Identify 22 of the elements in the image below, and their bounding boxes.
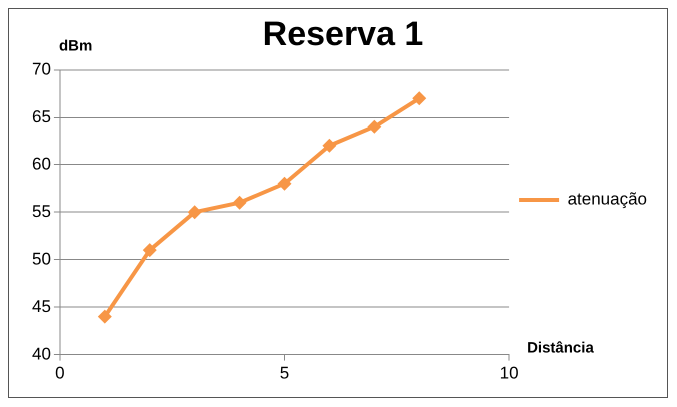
x-tick-label: 0 <box>55 363 65 382</box>
x-tick-label: 5 <box>280 363 290 382</box>
y-tick-label: 40 <box>32 344 51 364</box>
point <box>322 138 336 153</box>
x-tick-label: 10 <box>500 363 519 382</box>
x-axis-title: Distância <box>527 340 594 357</box>
y-tick-label: 60 <box>32 154 51 174</box>
point <box>142 243 157 258</box>
point <box>412 91 426 106</box>
point <box>98 310 112 324</box>
point <box>278 176 292 191</box>
y-tick-label: 45 <box>32 296 51 316</box>
legend-label: atenuação <box>568 190 647 209</box>
point <box>367 120 382 134</box>
y-tick-label: 65 <box>32 106 51 126</box>
point <box>232 196 247 210</box>
y-tick-label: 55 <box>32 202 51 221</box>
y-tick-label: 70 <box>32 59 51 78</box>
chart-title: Reserva 1 <box>262 14 424 53</box>
point <box>188 205 202 220</box>
y-tick-label: 50 <box>32 249 51 268</box>
y-axis-title: dBm <box>59 37 92 54</box>
